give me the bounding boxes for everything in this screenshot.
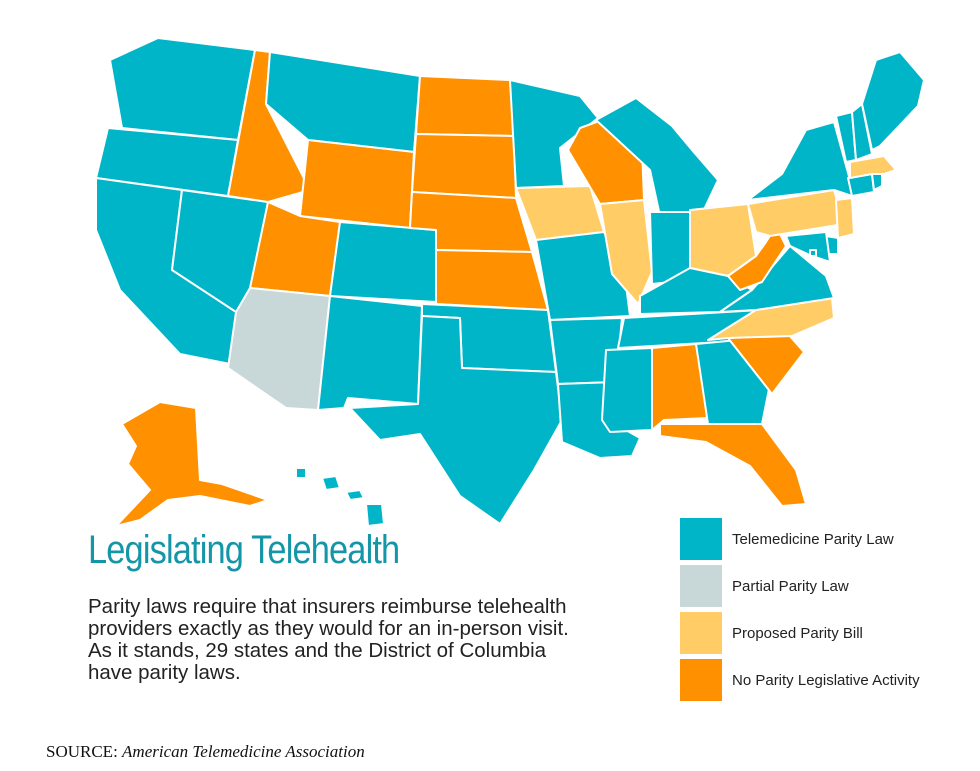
legend-item-partial: Partial Parity Law bbox=[680, 565, 980, 609]
legend-label: Telemedicine Parity Law bbox=[732, 531, 894, 548]
source-prefix: SOURCE: bbox=[46, 742, 118, 761]
state-wyoming[interactable] bbox=[299, 139, 415, 229]
state-alabama[interactable] bbox=[651, 343, 709, 431]
state-arizona[interactable] bbox=[227, 287, 331, 411]
legend-swatch bbox=[680, 659, 722, 701]
state-new-hampshire[interactable] bbox=[851, 103, 873, 161]
state-maine[interactable] bbox=[861, 51, 925, 151]
state-mississippi[interactable] bbox=[601, 347, 653, 433]
legend-swatch bbox=[680, 518, 722, 560]
state-west-virginia[interactable] bbox=[727, 225, 787, 291]
state-michigan[interactable] bbox=[595, 97, 719, 219]
state-montana[interactable] bbox=[265, 51, 421, 153]
legend-label: Proposed Parity Bill bbox=[732, 625, 863, 642]
state-dc[interactable] bbox=[809, 249, 817, 257]
state-new-mexico[interactable] bbox=[317, 295, 423, 411]
state-washington[interactable] bbox=[109, 37, 256, 141]
state-massachusetts[interactable] bbox=[849, 155, 897, 179]
description-line: As it stands, 29 states and the District… bbox=[88, 639, 547, 662]
state-florida[interactable] bbox=[659, 423, 807, 507]
state-missouri[interactable] bbox=[535, 231, 631, 321]
state-colorado[interactable] bbox=[329, 221, 437, 303]
state-texas[interactable] bbox=[349, 315, 563, 525]
state-alaska[interactable] bbox=[115, 401, 269, 527]
state-maryland[interactable] bbox=[785, 231, 831, 263]
state-new-york[interactable] bbox=[747, 121, 853, 201]
legend-swatch bbox=[680, 565, 722, 607]
legend-label: Partial Parity Law bbox=[732, 578, 849, 595]
description-line: Parity laws require that insurers reimbu… bbox=[88, 595, 567, 618]
legend-item-proposed: Proposed Parity Bill bbox=[680, 612, 980, 656]
map-title: Legislating Telehealth bbox=[88, 528, 400, 572]
state-new-jersey[interactable] bbox=[835, 197, 855, 239]
state-hawaii[interactable] bbox=[295, 467, 385, 527]
description-line: have parity laws. bbox=[88, 661, 241, 684]
state-south-dakota[interactable] bbox=[411, 133, 517, 199]
legend-item-none: No Parity Legislative Activity bbox=[680, 659, 980, 703]
state-north-dakota[interactable] bbox=[415, 75, 515, 137]
source-citation: SOURCE: American Telemedicine Associatio… bbox=[46, 742, 365, 762]
description-line: providers exactly as they would for an i… bbox=[88, 617, 569, 640]
legend-swatch bbox=[680, 612, 722, 654]
source-name: American Telemedicine Association bbox=[122, 742, 365, 761]
state-iowa[interactable] bbox=[515, 185, 605, 241]
state-illinois[interactable] bbox=[599, 199, 653, 305]
description: Parity laws require that insurers reimbu… bbox=[88, 596, 688, 684]
state-virginia[interactable] bbox=[719, 245, 835, 313]
legend-label: No Parity Legislative Activity bbox=[732, 672, 920, 689]
state-kansas[interactable] bbox=[435, 249, 549, 311]
legend-item-parity: Telemedicine Parity Law bbox=[680, 518, 980, 562]
